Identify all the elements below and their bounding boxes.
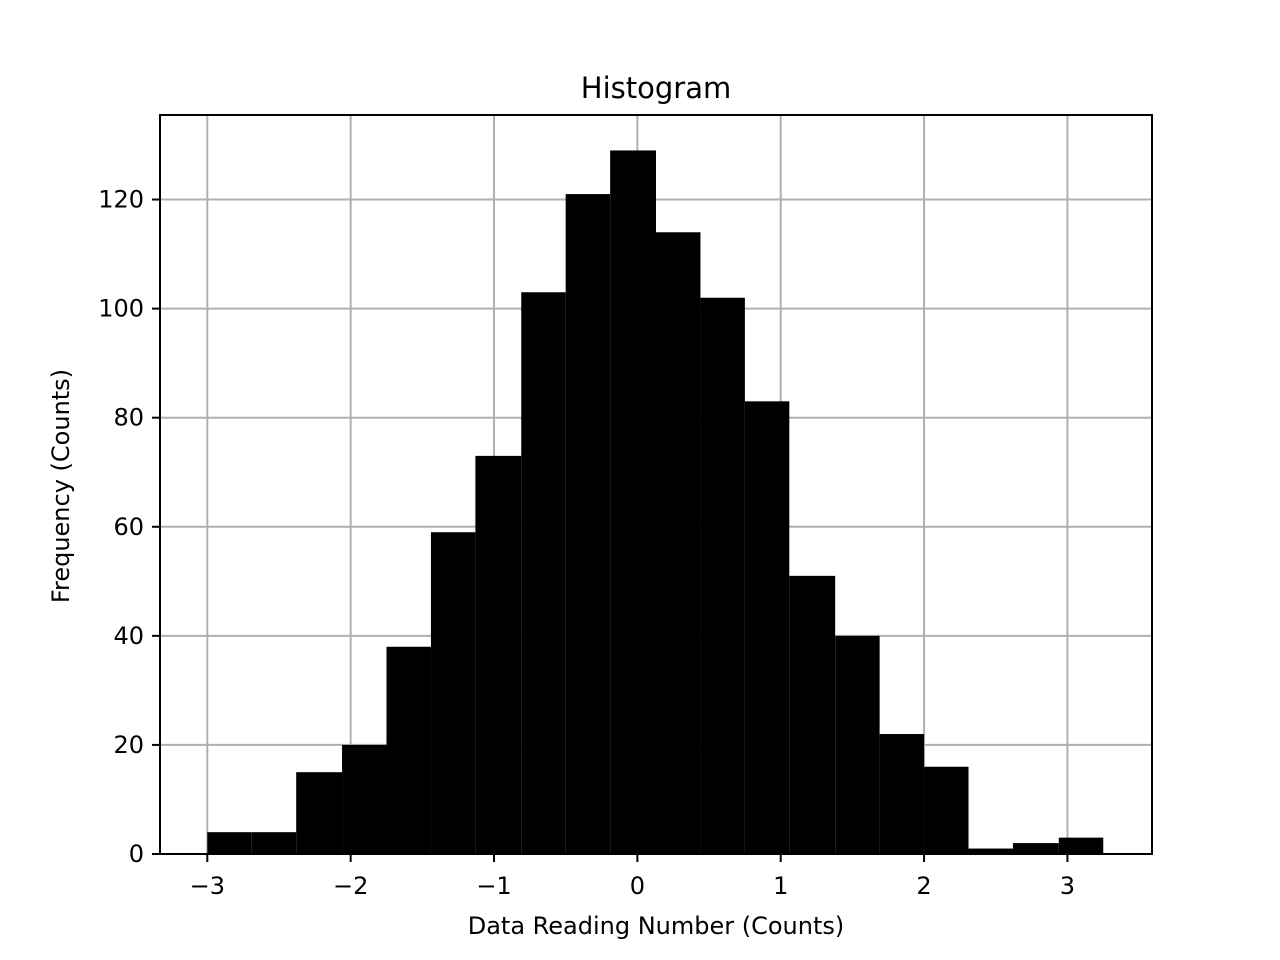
y-tick-label: 80 [113,404,144,432]
histogram-bar [342,744,387,854]
x-tick-label: 2 [916,872,931,900]
x-tick-label: 0 [630,872,645,900]
histogram-bar [251,832,297,854]
y-tick-label: 0 [129,840,144,868]
histogram-bars [207,150,1104,854]
x-tick-label: −2 [333,872,368,900]
histogram-bar [475,455,522,854]
y-tick-label: 60 [113,513,144,541]
histogram-bar [968,848,1013,854]
histogram-bar [296,772,343,854]
chart-title: Histogram [581,71,731,105]
y-tick-label: 40 [113,622,144,650]
histogram-bar [1058,837,1104,854]
x-tick-label: 1 [773,872,788,900]
x-tick-label: −3 [190,872,225,900]
histogram-bar [207,832,252,854]
histogram-bar [610,150,656,854]
y-axis-label: Frequency (Counts) [47,369,75,603]
histogram-bar [879,734,925,854]
y-tick-label: 120 [98,186,144,214]
axis-ticks: −3 −2 −1 0 1 2 3 0 20 40 60 80 100 120 [98,186,1075,900]
histogram-bar [835,635,880,854]
histogram-bar [386,646,431,854]
x-axis-label: Data Reading Number (Counts) [468,912,845,940]
histogram-bar [700,297,745,854]
histogram-bar [744,401,790,854]
y-tick-label: 20 [113,731,144,759]
histogram-bar [565,194,611,854]
x-tick-label: −1 [476,872,511,900]
axes-frame [159,114,1153,855]
y-tick-label: 100 [98,295,144,323]
histogram-bar [789,575,836,854]
histogram-bar [1012,843,1059,854]
x-tick-label: 3 [1060,872,1075,900]
histogram-bar [521,292,566,854]
histogram-bar [430,532,476,854]
histogram-bar [924,766,969,854]
histogram-bar [656,232,701,854]
